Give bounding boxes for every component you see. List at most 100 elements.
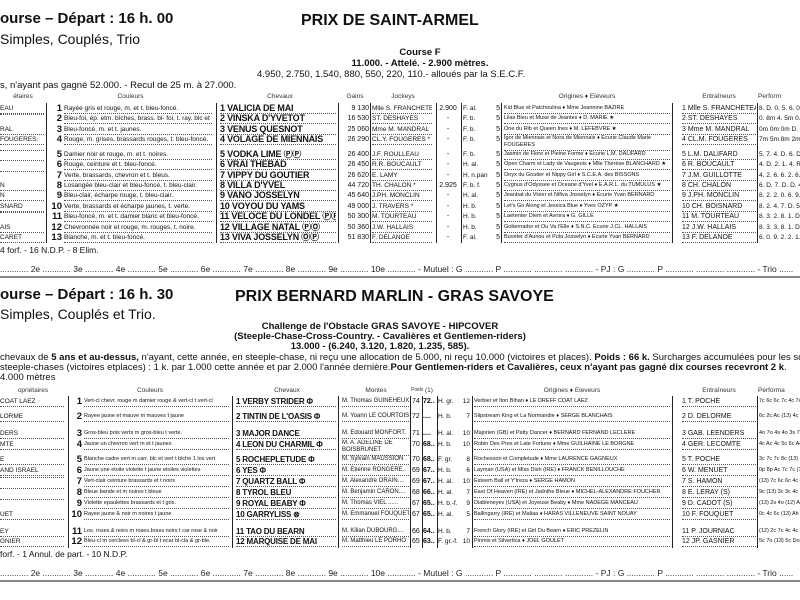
jockey-cell: TH. CHALON * — [372, 181, 432, 191]
weight-cell: 69 — [412, 467, 420, 474]
adjusted-weight-cell: 65.. — [423, 511, 435, 518]
horse-name: 12 MARQUISE DE MAI — [236, 537, 336, 547]
age-cell: 5 — [496, 115, 500, 122]
column-divider — [422, 396, 423, 548]
cond-text: Surcharges accumulées pour les somme — [652, 352, 800, 363]
trainer-cell: 4 CL.M. FOUGERES — [682, 135, 756, 145]
trainer-cell: 2 D. DELORME — [682, 412, 756, 422]
weight-cell: 70 — [412, 456, 420, 463]
race2-header: ourse – Départ : 16 h. 30 — [0, 286, 174, 303]
race1-conditions: s, n'ayant pas gagné 52.000. - Recul de … — [0, 80, 237, 91]
performance-cell: 3c 7c 7c 8c (13) 7c — [759, 456, 800, 462]
row-number: 2 — [76, 412, 82, 421]
column-divider — [757, 396, 758, 548]
cond-riders: Pour Gentlemen-riders et Cavalières, ceu… — [390, 362, 785, 373]
origins-cell: Lilas Bleu et Muse de Jeantes ♦ D. MARIE… — [504, 114, 670, 124]
column-header-trainers: Entraîneurs — [702, 93, 736, 100]
sex-coat-cell: H. b. — [463, 213, 477, 220]
jockey-cell: M. TOURTEAU — [372, 212, 432, 222]
race1-footnote: 4 forf. - 16 N.D.P. - 8 Elim. — [0, 245, 99, 255]
column-header-gains: Gains — [346, 93, 364, 100]
origins-cell: Rochesson et Completude ♦ Mme LAURENCE G… — [474, 455, 670, 465]
row-number: 8 — [56, 181, 62, 190]
weight-cell: 67 — [412, 500, 420, 507]
trainer-cell: 9 D. CADOT (S) — [682, 499, 756, 509]
owner-cell: MTE — [0, 440, 64, 450]
origins-cell: Pinmix et Silvertica ♦ JOEL GOULET — [474, 537, 670, 547]
cond-age: 5 ans et au-dessus, — [51, 352, 139, 363]
origins-cell: Kid Blue et Patchoulina ♦ Mme Jeannine B… — [504, 104, 670, 114]
performance-cell: 7m 5m 8m 2m 0 — [759, 136, 800, 143]
colors-cell: Gros-bleu pois verts m gros-bleu t verte… — [84, 429, 229, 439]
column-divider — [410, 396, 411, 548]
weight-cell: 66 — [412, 528, 420, 535]
sex-coat-cell: H. b. — [438, 528, 452, 535]
sex-coat-cell: F. b. — [463, 115, 476, 122]
owner-cell: LORME — [0, 412, 64, 422]
row-number: 10 — [51, 202, 62, 211]
owner-cell: COAT LAEZ — [0, 397, 64, 407]
gains-cell: 26 290 — [347, 136, 369, 143]
gains-cell: 26 400 — [347, 151, 369, 158]
origins-cell: Jasmin de Flore et Pleine Forme ♦ Ecurie… — [504, 150, 670, 160]
column-divider — [370, 103, 371, 243]
colors-cell: Bleu-cl m cerclees bl-cl & gr-bl t ecar … — [84, 537, 229, 547]
race1-allocation: 11.000. - Attelé. - 2.900 mètres. — [351, 58, 489, 69]
origins-cell: Cygnus d'Odyssee et Oceane d'Yvel ♦ E.A.… — [504, 181, 670, 191]
trainer-cell: 5 T. POCHE — [682, 455, 756, 465]
jockey-cell: J. TRAVERS * — [372, 202, 432, 212]
column-header-horses: Chevaux — [267, 93, 293, 100]
origins-cell: Onyx du Goutier et Nippy Girl ♦ S.C.E.A.… — [504, 171, 670, 181]
distance-cell: - — [446, 161, 450, 168]
distance-cell: - — [446, 136, 450, 143]
age-cell: 5 — [496, 203, 500, 210]
owner-cell: N — [0, 181, 44, 191]
row-number: 6 — [76, 466, 82, 475]
rider-cell: M. A. ADELINE DE BOISBRUNET — [342, 440, 409, 456]
colors-cell: Vert-clair ceinture brassards et t noirs — [84, 477, 229, 487]
origins-cell: Igor de Miennais et Nora de Miennais ♦ E… — [504, 135, 670, 151]
trainer-cell: 8 CH. CHALON — [682, 181, 756, 191]
colors-cell: Bleu-foncé, m. et t. jaunes. — [64, 125, 212, 135]
page-bottom-separator — [0, 580, 800, 582]
gains-cell: 9 130 — [351, 105, 369, 112]
sex-coat-cell: F. al. — [463, 234, 477, 241]
origins-cell: Let's Go Along et Jessica Blue ♦ Yves OZ… — [504, 202, 670, 212]
owner-cell — [0, 114, 44, 115]
origins-cell: Diableneyev (USA) et Joyeuse Beaby ♦ Mme… — [474, 499, 670, 509]
rider-cell: M. Thomas GUINEHEUX — [342, 397, 409, 407]
origins-cell: Esteem Ball et Y'treza ♦ SERGE HAMON — [474, 477, 670, 487]
cond-text: chevaux de — [0, 352, 52, 363]
colors-cell: Vert-cl chevr. rouge m damier rouge & ve… — [84, 397, 229, 407]
owner-cell: SNARD — [0, 202, 44, 212]
row-number: 12 — [51, 223, 62, 232]
column-header-origins: Origines ♦ Eleveurs — [543, 387, 601, 394]
rider-cell: M. Etienne RONGERE.. — [342, 466, 409, 476]
trainer-cell: 13 F. DELANOE — [682, 233, 756, 243]
origins-cell: Robin Des Pres et Late Fortune ♦ Mme GUI… — [474, 440, 670, 450]
sex-coat-cell: F. gr.-f. — [438, 538, 458, 545]
trainer-cell: 11 P. JOURNIAC — [682, 527, 756, 537]
column-header-colors: Couleurs — [117, 93, 144, 100]
trainer-cell: 2 ST. DESHAYES — [682, 114, 756, 124]
performance-cell: 7c 6c 6c 7c 4c 7c (1 — [759, 398, 800, 404]
trainer-cell: 1 T. POCHE — [682, 397, 756, 407]
trainer-cell: 12 J.W. HALLAIS — [682, 223, 756, 233]
row-number: 6 — [56, 160, 62, 169]
performance-cell: 5c 7o (13) 5c Do 2c — [759, 538, 800, 544]
column-divider — [338, 396, 339, 548]
adjusted-weight-cell: 72.. — [423, 398, 435, 405]
origins-cell: French Glory (IRE) et Girl Du Bearn ♦ ER… — [474, 527, 670, 537]
horse-name: 11 VELOCE DU LONDEL ⓅⓅ — [220, 212, 336, 222]
colors-cell: Rayee jaune & noir m noires t jaune — [84, 510, 229, 520]
trainer-cell: 1 Mlle S. FRANCHETEAU — [682, 105, 756, 114]
horse-name: 6 VRAI THEBAD — [220, 160, 336, 170]
colors-cell: Bleu-clair, écharpe rouge, t. bleu-clair… — [64, 191, 212, 201]
owner-cell: RAL — [0, 125, 44, 135]
row-number: 3 — [56, 125, 62, 134]
column-header-horses: Chevaux — [274, 387, 300, 394]
trainer-cell: 10 CH. BOISNARD — [682, 202, 756, 212]
row-number: 11 — [51, 212, 62, 221]
colors-cell: Damier noir et rouge, m. et t. noires. — [64, 150, 212, 160]
gains-cell: 16 530 — [347, 115, 369, 122]
